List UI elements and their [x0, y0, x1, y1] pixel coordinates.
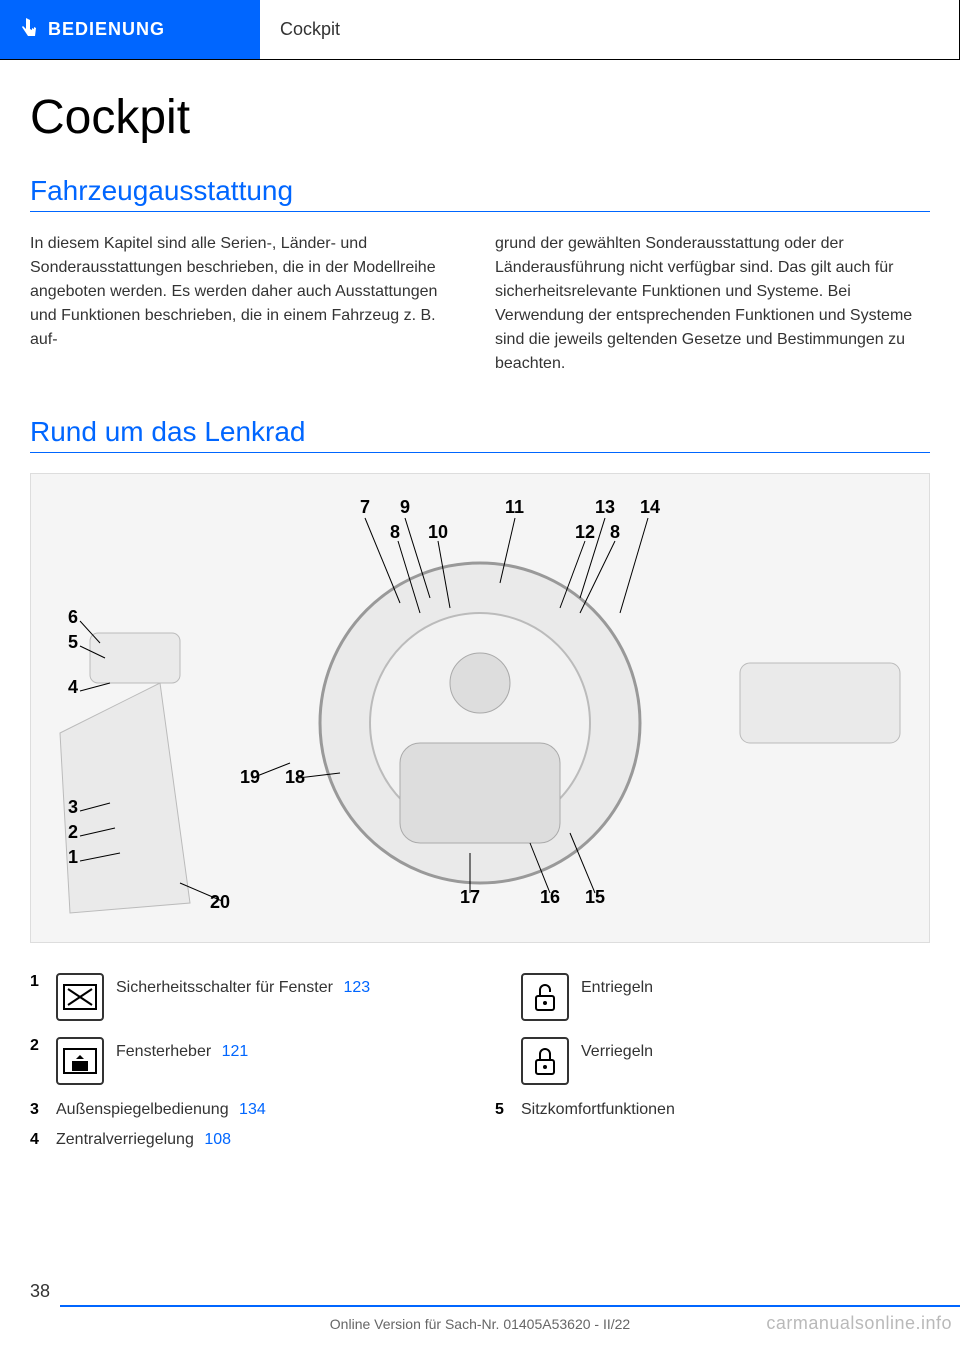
- legend-item-5: 5 Sitzkomfortfunktionen: [495, 1101, 930, 1119]
- svg-text:11: 11: [505, 497, 524, 517]
- svg-text:8: 8: [390, 522, 400, 542]
- legend-left-col: 1 Sicherheitsschalter für Fenster 123 2 …: [30, 973, 465, 1161]
- svg-text:10: 10: [428, 522, 448, 542]
- svg-text:3: 3: [68, 797, 78, 817]
- pointer-icon: [20, 16, 38, 44]
- page-header: BEDIENUNG Cockpit: [0, 0, 960, 60]
- header-subtitle: Cockpit: [260, 0, 960, 59]
- window-lock-icon: [56, 973, 104, 1021]
- svg-text:18: 18: [285, 767, 305, 787]
- svg-text:15: 15: [585, 887, 605, 907]
- legend-item-lock: Verriegeln: [495, 1037, 930, 1085]
- legend-text: Entriegeln: [581, 973, 653, 999]
- svg-text:1: 1: [68, 847, 78, 867]
- svg-text:13: 13: [595, 497, 615, 517]
- section-heading-1: Fahrzeugausstattung: [30, 175, 930, 212]
- legend-text: Sicherheitsschalter für Fenster 123: [116, 973, 370, 999]
- svg-text:6: 6: [68, 607, 78, 627]
- legend: 1 Sicherheitsschalter für Fenster 123 2 …: [30, 973, 930, 1161]
- page-title: Cockpit: [30, 90, 930, 145]
- page-ref[interactable]: 121: [222, 1043, 249, 1060]
- svg-text:8: 8: [610, 522, 620, 542]
- page-ref[interactable]: 108: [204, 1131, 231, 1148]
- svg-text:7: 7: [360, 497, 370, 517]
- header-page-title: Cockpit: [280, 19, 340, 40]
- intro-col-1: In diesem Kapitel sind alle Serien-, Län…: [30, 232, 465, 376]
- legend-right-col: Entriegeln Verriegeln 5 Sitzkomfortfunkt…: [495, 973, 930, 1161]
- unlock-icon: [521, 973, 569, 1021]
- legend-num: 5: [495, 1101, 509, 1119]
- legend-item-2: 2 Fensterheber 121: [30, 1037, 465, 1085]
- intro-col-2: grund der gewählten Sonderausstattung od…: [495, 232, 930, 376]
- section-heading-2: Rund um das Lenkrad: [30, 416, 930, 453]
- svg-text:5: 5: [68, 632, 78, 652]
- legend-text: Außenspiegelbedienung 134: [56, 1101, 266, 1119]
- svg-text:9: 9: [400, 497, 410, 517]
- legend-item-3: 3 Außenspiegelbedienung 134: [30, 1101, 465, 1119]
- intro-columns: In diesem Kapitel sind alle Serien-, Län…: [30, 232, 930, 376]
- svg-text:2: 2: [68, 822, 78, 842]
- svg-text:20: 20: [210, 892, 230, 912]
- svg-text:4: 4: [68, 677, 78, 697]
- svg-text:16: 16: [540, 887, 560, 907]
- page-ref[interactable]: 134: [239, 1101, 266, 1118]
- header-section-label: BEDIENUNG: [48, 19, 165, 40]
- page-number: 38: [30, 1281, 50, 1302]
- svg-text:14: 14: [640, 497, 660, 517]
- legend-text: Verriegeln: [581, 1037, 653, 1063]
- lock-icon: [521, 1037, 569, 1085]
- watermark: carmanualsonline.info: [766, 1313, 952, 1334]
- legend-num: 4: [30, 1131, 44, 1149]
- legend-item-1: 1 Sicherheitsschalter für Fenster 123: [30, 973, 465, 1021]
- legend-num: 2: [30, 1037, 44, 1055]
- legend-text: Zentralverriegelung 108: [56, 1131, 231, 1149]
- legend-num: 1: [30, 973, 44, 991]
- legend-item-4: 4 Zentralverriegelung 108: [30, 1131, 465, 1149]
- svg-text:19: 19: [240, 767, 260, 787]
- cockpit-diagram: 7 9 8 10 11 13 14 12 8 6 5 4 3 2 1 19 18…: [30, 473, 930, 943]
- legend-num: 3: [30, 1101, 44, 1119]
- legend-item-unlock: Entriegeln: [495, 973, 930, 1021]
- window-icon: [56, 1037, 104, 1085]
- header-section: BEDIENUNG: [0, 0, 260, 59]
- footer-divider: [60, 1305, 960, 1307]
- legend-text: Fensterheber 121: [116, 1037, 248, 1063]
- legend-text: Sitzkomfortfunktionen: [521, 1101, 675, 1119]
- page-ref[interactable]: 123: [343, 979, 370, 996]
- svg-text:12: 12: [575, 522, 595, 542]
- page-content: Cockpit Fahrzeugausstattung In diesem Ka…: [0, 60, 960, 1161]
